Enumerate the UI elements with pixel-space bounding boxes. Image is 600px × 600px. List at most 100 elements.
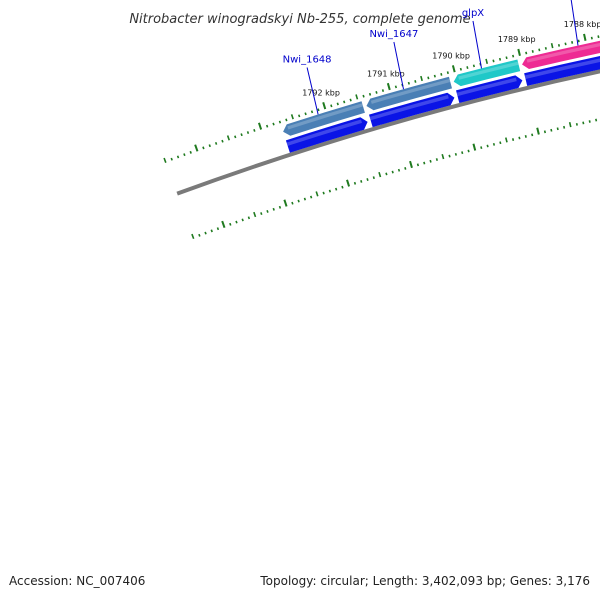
scale-tick bbox=[595, 118, 598, 122]
scale-label: 1789 kbp bbox=[498, 35, 536, 44]
scale-tick bbox=[247, 216, 251, 220]
scale-tick bbox=[583, 33, 587, 41]
scale-tick bbox=[229, 222, 232, 226]
cds-arrow bbox=[285, 117, 368, 153]
scale-tick bbox=[459, 67, 462, 71]
scale-tick bbox=[423, 161, 426, 165]
scale-tick bbox=[385, 172, 388, 176]
scale-tick bbox=[266, 210, 269, 213]
scale-tick bbox=[362, 94, 365, 98]
scale-tick bbox=[409, 160, 413, 169]
scale-tick bbox=[317, 108, 320, 112]
scale-tick bbox=[588, 120, 591, 123]
gene-label-leader bbox=[393, 41, 404, 90]
scale-tick bbox=[265, 124, 269, 128]
scale-tick bbox=[315, 191, 319, 197]
scale-tick bbox=[414, 80, 417, 83]
scale-tick bbox=[328, 189, 332, 193]
scale-tick bbox=[511, 138, 515, 141]
scale-tick bbox=[394, 85, 398, 89]
scale-tick bbox=[208, 144, 211, 148]
gene-feature bbox=[366, 76, 453, 111]
gene-label[interactable]: glpX bbox=[462, 8, 484, 19]
scale-labels: 1792 kbp 1791 kbp 1790 kbp 1789 kbp 1788 kbp… bbox=[302, 20, 600, 98]
gene-label[interactable]: Nwi_1648 bbox=[283, 55, 332, 66]
scale-tick bbox=[454, 152, 457, 156]
scale-tick bbox=[524, 135, 527, 138]
scale-label: 1791 kbp bbox=[367, 70, 405, 79]
scale-tick bbox=[544, 46, 547, 50]
scale-tick bbox=[194, 144, 199, 152]
scale-tick bbox=[360, 179, 363, 183]
scale-tick bbox=[451, 65, 456, 73]
scale-tick bbox=[550, 43, 554, 49]
scale-tick bbox=[330, 104, 333, 108]
scale-tick bbox=[278, 120, 282, 124]
scale-tick bbox=[391, 170, 394, 174]
scale-tick bbox=[322, 102, 327, 110]
scale-tick bbox=[198, 233, 201, 237]
scale-tick bbox=[564, 42, 567, 46]
cds-arrow bbox=[524, 56, 600, 86]
scale-tick bbox=[272, 207, 275, 211]
gene-label[interactable]: Nwi_1647 bbox=[369, 29, 418, 40]
scale-tick bbox=[536, 127, 540, 135]
scale-label: 1788 kbp bbox=[564, 20, 600, 29]
scale-tick bbox=[582, 121, 585, 125]
scale-tick bbox=[235, 220, 238, 224]
scale-tick bbox=[472, 64, 475, 68]
gene-feature bbox=[522, 40, 600, 70]
scale-tick bbox=[440, 72, 443, 76]
scale-tick bbox=[257, 122, 263, 130]
scale-tick bbox=[336, 102, 339, 106]
scale-tick bbox=[303, 197, 307, 201]
scale-tick bbox=[505, 56, 508, 60]
scale-tick bbox=[472, 143, 477, 151]
cds-arrow bbox=[368, 92, 455, 128]
gene-label-leader bbox=[472, 20, 482, 69]
scale-tick bbox=[568, 121, 572, 128]
scale-tick bbox=[272, 122, 275, 126]
scale-tick bbox=[448, 154, 451, 158]
scale-tick bbox=[366, 178, 369, 181]
scale-tick bbox=[353, 181, 357, 185]
scale-tick bbox=[226, 135, 231, 141]
scale-tick bbox=[191, 233, 195, 240]
scale-tick bbox=[590, 36, 593, 40]
cds-arrow-highlight bbox=[369, 95, 449, 121]
scale-tick bbox=[597, 35, 600, 39]
scale-tick bbox=[557, 43, 561, 47]
gene-feature-highlight bbox=[526, 42, 600, 63]
cds-arrow-highlight bbox=[286, 119, 362, 146]
scale-tick bbox=[170, 157, 173, 161]
cds-arrow-highlight bbox=[524, 58, 600, 79]
scale-tick bbox=[285, 118, 288, 122]
scale-tick bbox=[253, 211, 257, 218]
scale-tick bbox=[283, 199, 288, 207]
scale-tick bbox=[183, 153, 186, 157]
scale-tick bbox=[290, 114, 294, 120]
scale-tick bbox=[461, 151, 464, 155]
scale-tick bbox=[204, 231, 207, 235]
scale-tick bbox=[492, 59, 495, 63]
scale-tick bbox=[278, 205, 282, 209]
scale-tick bbox=[498, 57, 502, 61]
scale-tick bbox=[525, 51, 528, 55]
scale-tick bbox=[378, 171, 382, 178]
scale-tick bbox=[427, 76, 430, 80]
cds-arrow bbox=[456, 75, 523, 103]
gene-label-leader bbox=[570, 0, 579, 46]
scale-tick bbox=[210, 229, 213, 233]
scale-tick bbox=[349, 98, 352, 102]
scale-tick bbox=[298, 114, 301, 118]
scale-tick bbox=[381, 89, 385, 93]
scale-tick bbox=[571, 41, 574, 44]
scale-tick bbox=[240, 133, 243, 137]
scale-tick bbox=[368, 92, 372, 96]
map-title: Nitrobacter winogradskyi Nb-255, complet… bbox=[129, 12, 470, 27]
scale-tick bbox=[435, 158, 438, 161]
scale-tick bbox=[341, 185, 344, 189]
gene-labels: Nwi_1648Nwi_1647glpXNwi_1645Nwi_1644Nwi_… bbox=[283, 0, 579, 115]
scale-tick bbox=[485, 58, 489, 64]
scale-tick bbox=[518, 136, 521, 140]
